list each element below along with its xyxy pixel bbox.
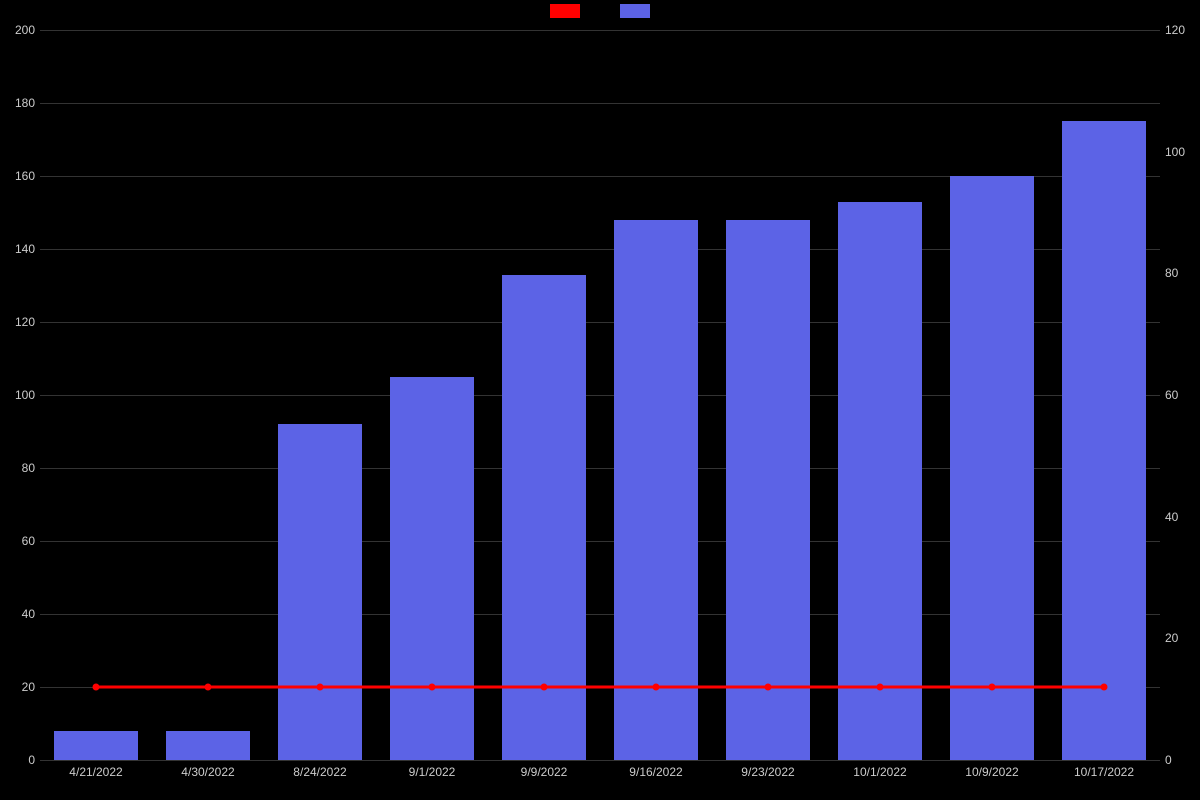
- y-right-tick-label: 80: [1165, 266, 1178, 280]
- y-right-tick-label: 0: [1165, 753, 1172, 767]
- bar: [726, 220, 810, 760]
- y-right-tick-label: 120: [1165, 23, 1185, 37]
- y-right-tick-label: 60: [1165, 388, 1178, 402]
- y-left-tick-label: 80: [22, 461, 35, 475]
- y-left-tick-label: 40: [22, 607, 35, 621]
- grid-line: [40, 760, 1160, 761]
- y-left-tick-label: 200: [15, 23, 35, 37]
- x-tick-label: 4/30/2022: [181, 765, 234, 779]
- legend-swatch-line: [550, 4, 580, 18]
- bar: [1062, 121, 1146, 760]
- y-left-tick-label: 100: [15, 388, 35, 402]
- x-tick-label: 9/23/2022: [741, 765, 794, 779]
- y-right-tick-label: 20: [1165, 631, 1178, 645]
- grid-line: [40, 30, 1160, 31]
- bar: [838, 202, 922, 760]
- legend-item-line: [550, 4, 580, 18]
- x-tick-label: 10/9/2022: [965, 765, 1018, 779]
- x-tick-label: 10/17/2022: [1074, 765, 1134, 779]
- x-tick-label: 8/24/2022: [293, 765, 346, 779]
- bar: [614, 220, 698, 760]
- grid-line: [40, 103, 1160, 104]
- x-tick-label: 9/9/2022: [521, 765, 568, 779]
- bar: [502, 275, 586, 760]
- y-left-tick-label: 160: [15, 169, 35, 183]
- bar: [54, 731, 138, 760]
- x-tick-label: 9/16/2022: [629, 765, 682, 779]
- legend-item-bars: [620, 4, 650, 18]
- plot-area: [40, 30, 1160, 760]
- chart-container: 0 20 40 60 80 100 120 140 160 180 200 0 20 40 60 80 100…: [0, 0, 1200, 800]
- x-tick-label: 10/1/2022: [853, 765, 906, 779]
- y-left-tick-label: 140: [15, 242, 35, 256]
- y-right-tick-label: 40: [1165, 510, 1178, 524]
- legend-swatch-bars: [620, 4, 650, 18]
- y-left-tick-label: 120: [15, 315, 35, 329]
- x-tick-label: 4/21/2022: [69, 765, 122, 779]
- bar: [390, 377, 474, 760]
- y-right-tick-label: 100: [1165, 145, 1185, 159]
- y-left-tick-label: 20: [22, 680, 35, 694]
- bar: [950, 176, 1034, 760]
- x-tick-label: 9/1/2022: [409, 765, 456, 779]
- y-left-tick-label: 60: [22, 534, 35, 548]
- bar: [278, 424, 362, 760]
- legend: [550, 4, 650, 18]
- y-left-tick-label: 0: [28, 753, 35, 767]
- y-left-tick-label: 180: [15, 96, 35, 110]
- bar: [166, 731, 250, 760]
